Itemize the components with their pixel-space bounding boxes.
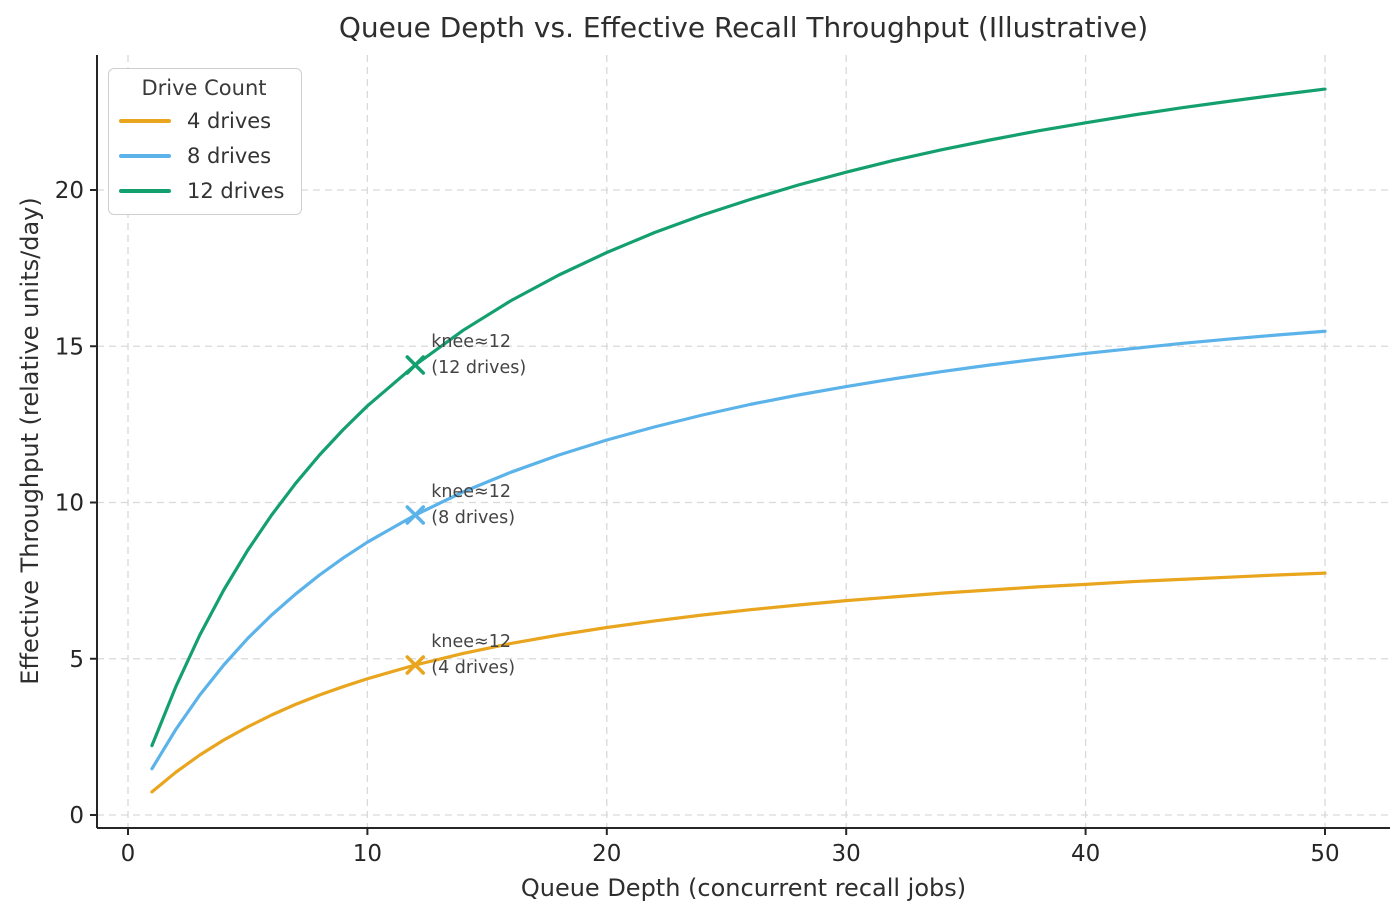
legend-item-8-drives: 8 drives — [119, 138, 289, 173]
x-axis-label: Queue Depth (concurrent recall jobs) — [520, 874, 967, 902]
knee-annotation-line1: knee≈12 — [431, 632, 511, 652]
y-tick-label: 5 — [69, 647, 84, 673]
legend-label-12-drives: 12 drives — [187, 178, 285, 203]
knee-annotation-line2: (12 drives) — [431, 358, 526, 378]
knee-annotation-line1: knee≈12 — [431, 332, 511, 352]
series-line-4-drives — [150, 571, 1327, 794]
legend-label-4-drives: 4 drives — [187, 108, 272, 133]
series-line-8-drives — [150, 329, 1327, 771]
legend-line-sample-12-drives — [119, 188, 171, 193]
legend-title: Drive Count — [141, 76, 267, 100]
knee-marker — [405, 505, 426, 525]
y-tick-label: 15 — [55, 334, 84, 360]
y-axis-label: Effective Throughput (relative units/day… — [16, 197, 44, 685]
y-tick-label: 10 — [55, 491, 84, 517]
legend-item-12-drives: 12 drives — [119, 173, 289, 208]
x-tick-label: 50 — [1310, 841, 1339, 867]
legend-line-sample-4-drives — [119, 118, 171, 123]
chart-title: Queue Depth vs. Effective Recall Through… — [338, 11, 1149, 44]
y-tick-label: 20 — [55, 178, 84, 204]
series-line-12-drives — [150, 87, 1327, 748]
x-tick-label: 40 — [1071, 841, 1100, 867]
legend: Drive Count 4 drives 8 drives 12 drives — [108, 68, 302, 215]
x-tick-label: 20 — [592, 841, 621, 867]
knee-marker — [405, 355, 426, 375]
knee-annotation-line2: (4 drives) — [431, 658, 515, 678]
legend-item-4-drives: 4 drives — [119, 103, 289, 138]
knee-annotation-line1: knee≈12 — [431, 482, 511, 502]
knee-annotation-line2: (8 drives) — [431, 508, 515, 528]
x-tick-label: 0 — [121, 841, 136, 867]
legend-label-8-drives: 8 drives — [187, 143, 272, 168]
legend-line-sample-8-drives — [119, 153, 171, 158]
knee-marker — [405, 655, 426, 675]
x-tick-label: 30 — [832, 841, 861, 867]
y-tick-label: 0 — [69, 803, 84, 829]
x-tick-label: 10 — [353, 841, 382, 867]
